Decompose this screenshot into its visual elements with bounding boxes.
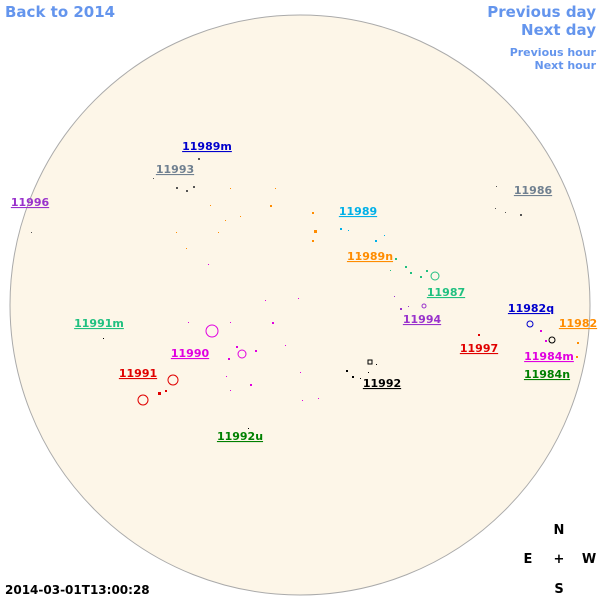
compass-s: S (554, 582, 563, 597)
group-label[interactable]: 11986 (514, 184, 553, 197)
group-label[interactable]: 11992u (217, 430, 263, 443)
back-link[interactable]: Back to 2014 (5, 3, 115, 21)
group-label[interactable]: 11982 (559, 317, 597, 330)
spots (31, 158, 579, 429)
next-day-link[interactable]: Next day (521, 21, 596, 39)
compass-center: + (554, 552, 565, 567)
next-hour-link[interactable]: Next hour (535, 59, 597, 72)
group-label[interactable]: 11994 (403, 313, 442, 326)
group-label[interactable]: 11989m (182, 140, 232, 153)
previous-day-link[interactable]: Previous day (487, 3, 596, 21)
group-label[interactable]: 11991m (74, 317, 124, 330)
group-label[interactable]: 11984m (524, 350, 574, 363)
group-label[interactable]: 11990 (171, 347, 210, 360)
group-label[interactable]: 11982q (508, 302, 554, 315)
group-label[interactable]: 11987 (427, 286, 465, 299)
group-label[interactable]: 11992 (363, 377, 401, 390)
group-label[interactable]: 11989n (347, 250, 393, 263)
compass-w: W (582, 552, 596, 567)
group-label[interactable]: 11991 (119, 367, 157, 380)
group-label[interactable]: 11996 (11, 196, 50, 209)
compass-e: E (524, 552, 533, 567)
group-label[interactable]: 11984n (524, 368, 570, 381)
timestamp: 2014-03-01T13:00:28 (5, 583, 150, 597)
previous-hour-link[interactable]: Previous hour (510, 46, 597, 59)
group-labels: 11989m 11993 11996 11986 11989 11989n 11987 119… (11, 140, 597, 443)
compass-n: N (554, 523, 565, 538)
group-label[interactable]: 11993 (156, 163, 194, 176)
solar-disc (9, 14, 591, 596)
group-label[interactable]: 11997 (460, 342, 498, 355)
group-label[interactable]: 11989 (339, 205, 377, 218)
